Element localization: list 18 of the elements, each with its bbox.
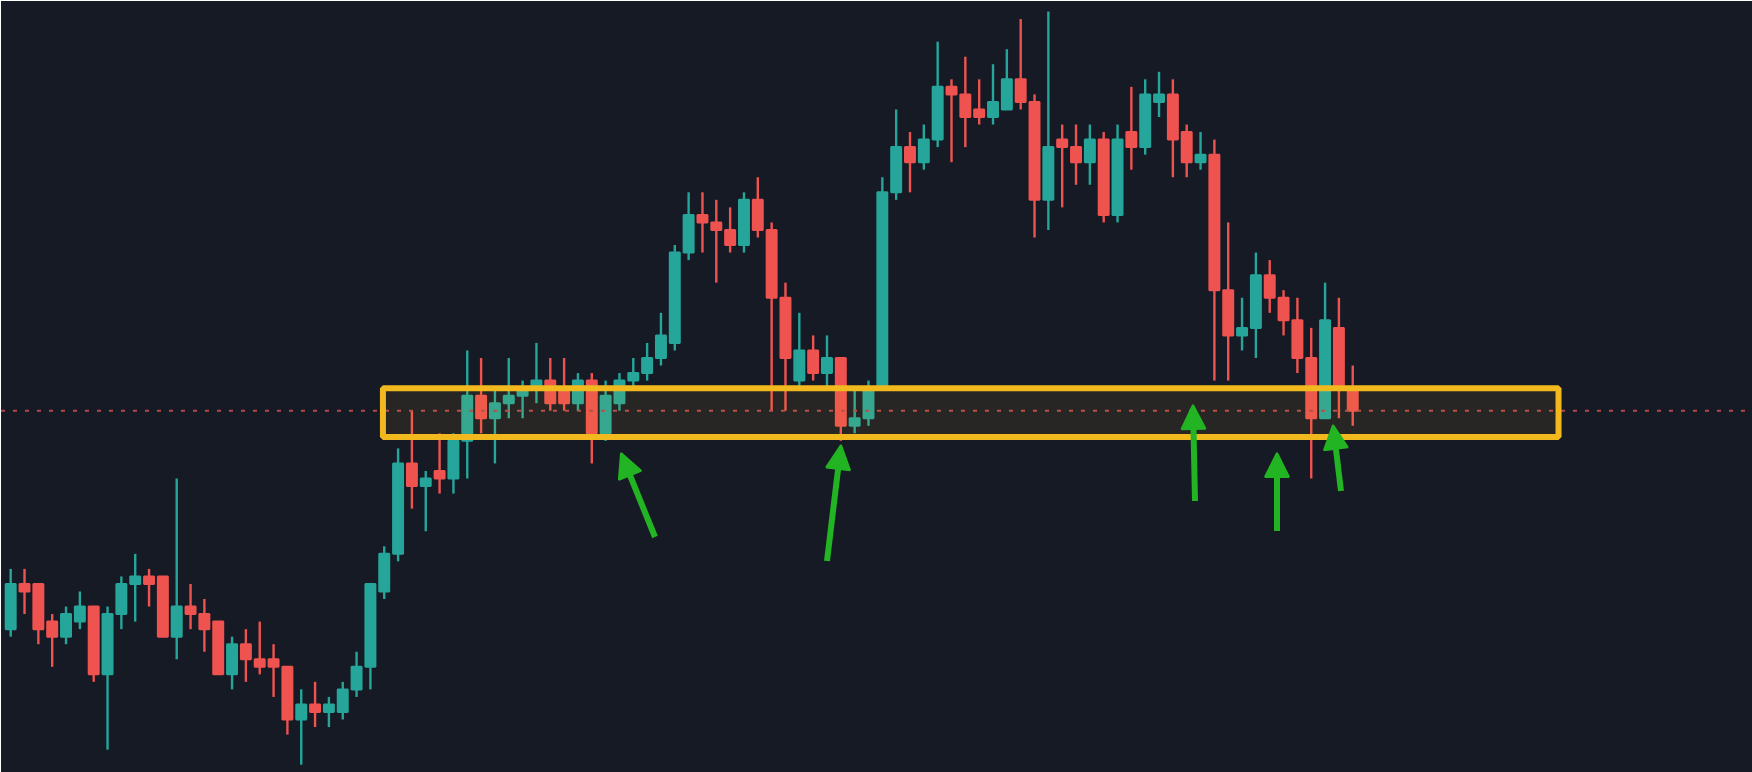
candlestick (405, 409, 418, 510)
candlestick (4, 567, 17, 638)
candlestick (226, 635, 239, 691)
candlestick (1083, 123, 1096, 186)
candlestick (821, 334, 833, 390)
candlestick (904, 130, 916, 194)
candlestick (309, 680, 322, 729)
candlestick (571, 371, 584, 412)
candlestick (419, 469, 432, 533)
candlestick (793, 311, 806, 390)
candlestick (433, 432, 446, 495)
candlestick (1194, 130, 1207, 171)
candlestick (170, 477, 183, 661)
candlestick (295, 688, 308, 766)
candlestick (737, 191, 750, 254)
candlestick (1125, 85, 1138, 171)
candlestick (807, 334, 820, 382)
candlestick (475, 356, 488, 435)
